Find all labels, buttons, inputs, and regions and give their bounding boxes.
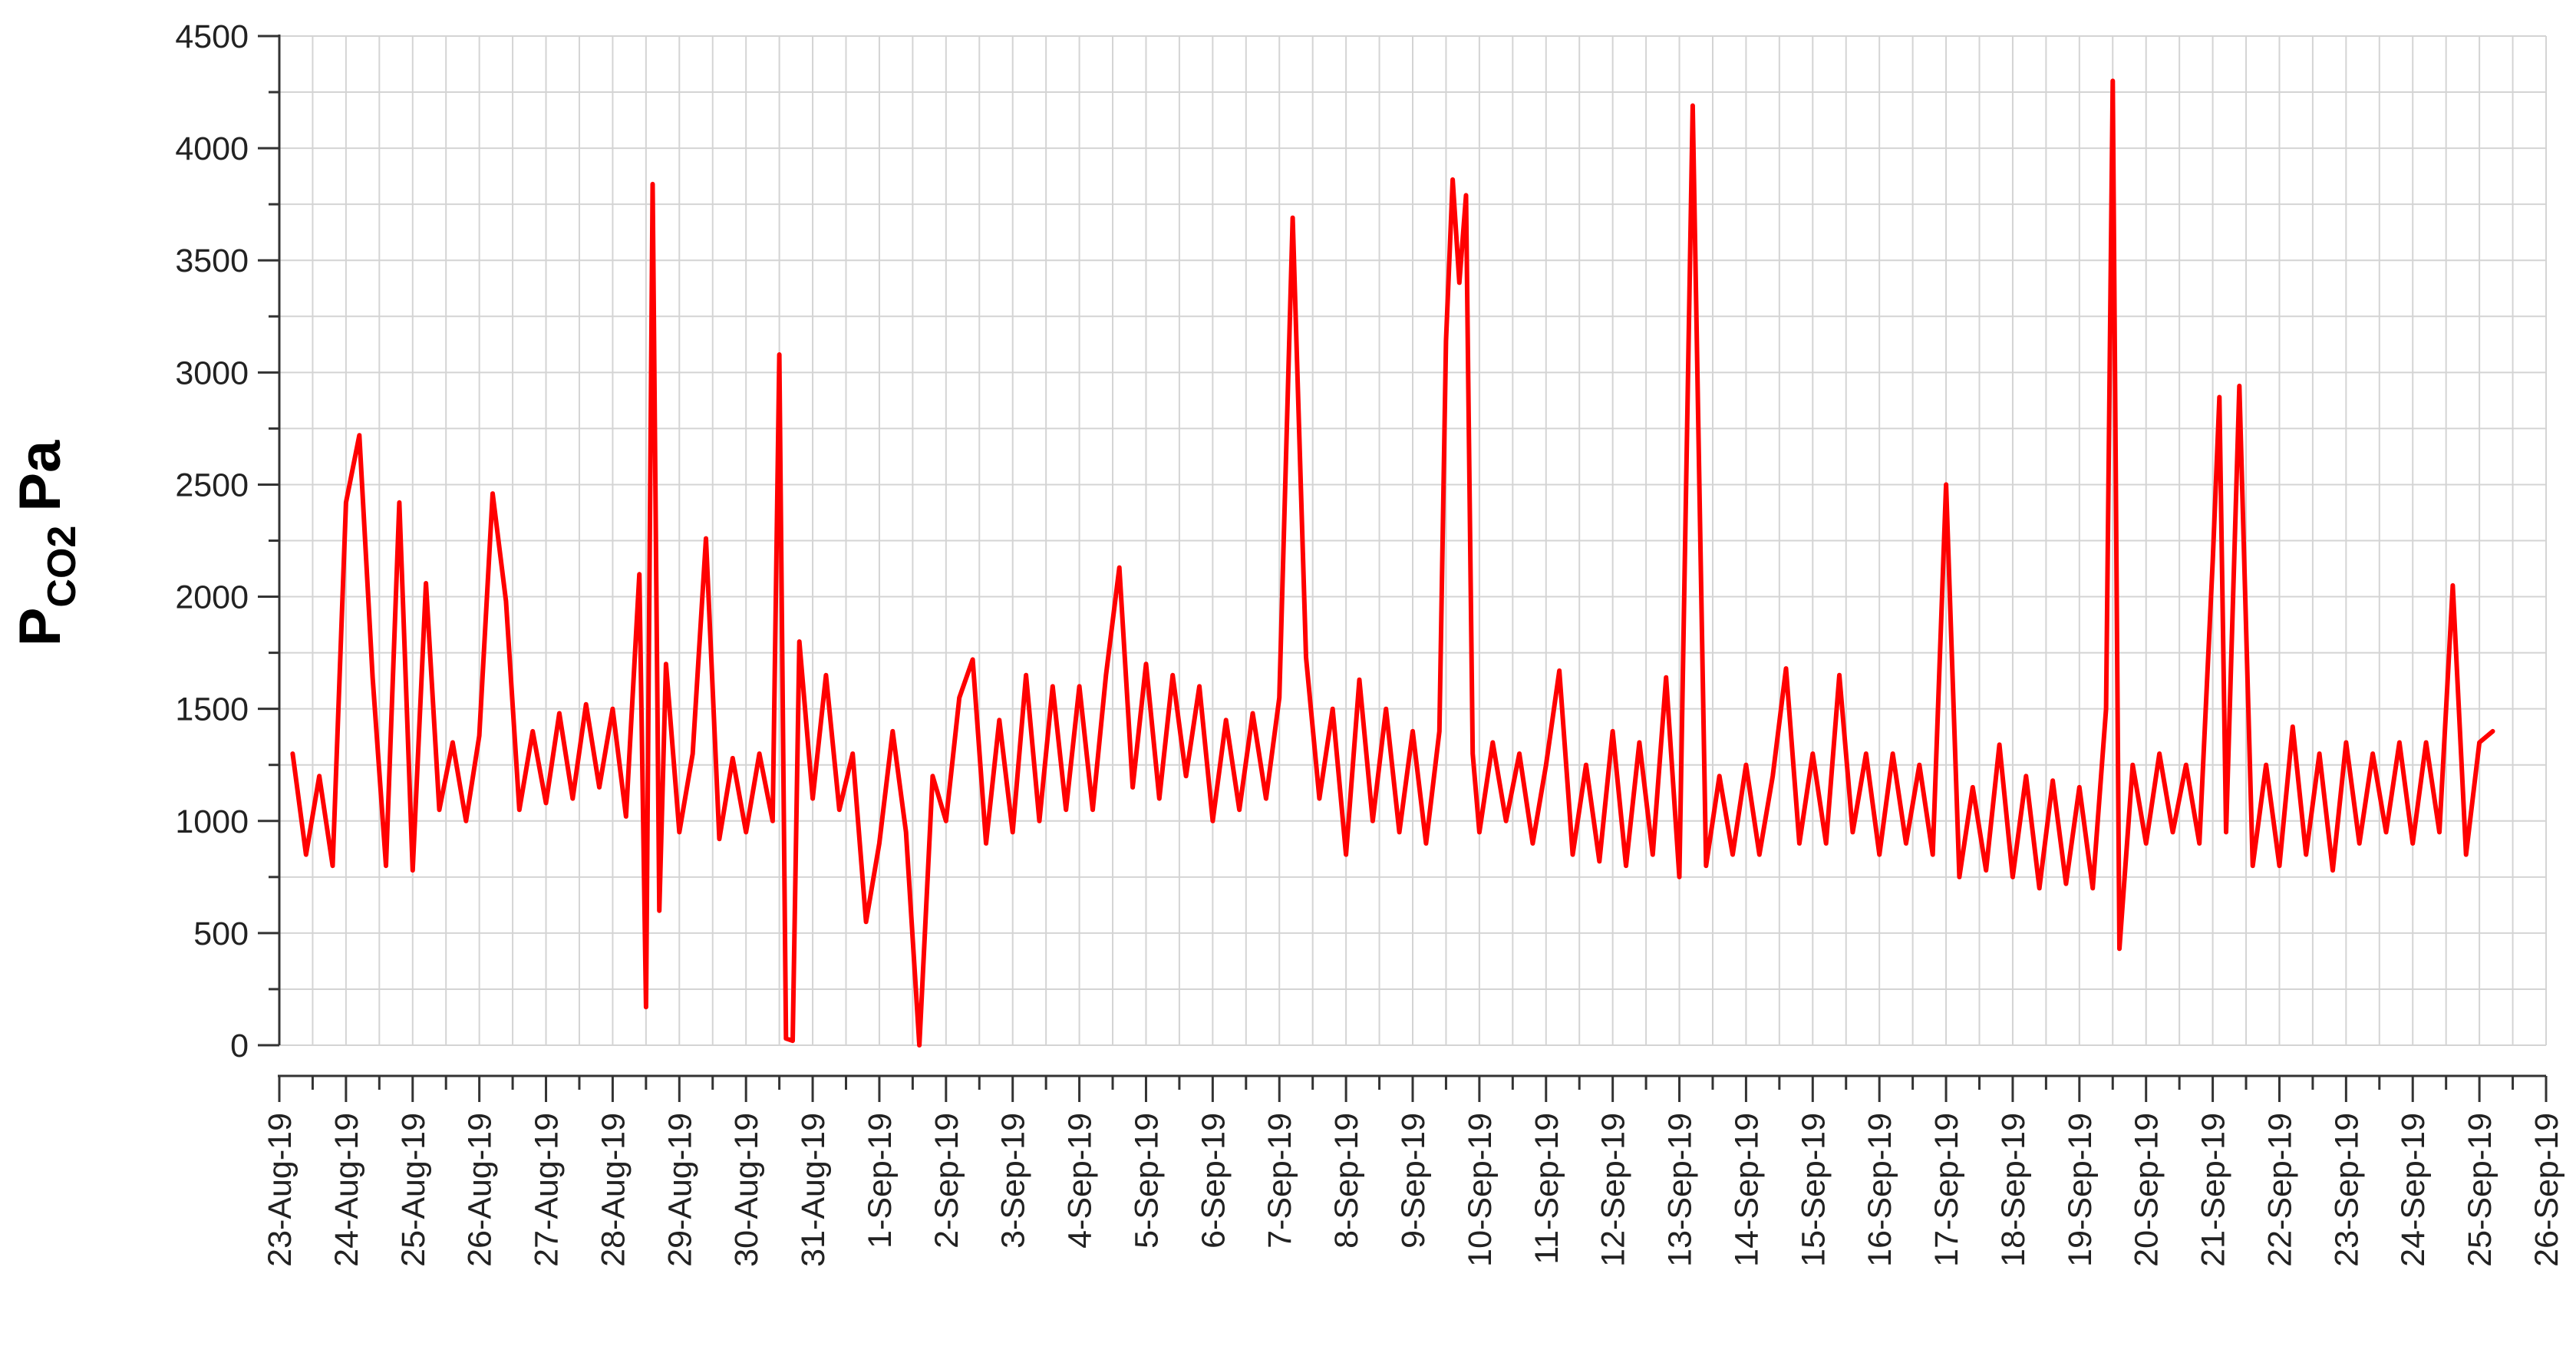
x-tick-label: 10-Sep-19 xyxy=(1462,1113,1499,1267)
x-tick-label: 11-Sep-19 xyxy=(1529,1113,1565,1265)
x-tick-label: 6-Sep-19 xyxy=(1195,1113,1232,1249)
y-tick-label: 1500 xyxy=(175,691,249,728)
x-tick-label: 24-Sep-19 xyxy=(2395,1113,2432,1267)
x-tick-label: 24-Aug-19 xyxy=(328,1113,365,1267)
x-tick-label: 29-Aug-19 xyxy=(661,1113,698,1267)
x-tick-label: 1-Sep-19 xyxy=(862,1113,899,1249)
y-tick-label: 2500 xyxy=(175,467,249,503)
x-tick-label: 12-Sep-19 xyxy=(1595,1113,1632,1267)
x-tick-label: 3-Sep-19 xyxy=(995,1113,1032,1249)
y-tick-label: 0 xyxy=(230,1028,249,1064)
x-tick-label: 13-Sep-19 xyxy=(1662,1113,1699,1267)
x-tick-label: 30-Aug-19 xyxy=(728,1113,765,1267)
y-axis-title: PCO2 Pa xyxy=(8,440,84,646)
x-tick-label: 7-Sep-19 xyxy=(1262,1113,1298,1249)
y-tick-label: 1000 xyxy=(175,803,249,840)
x-tick-label: 2-Sep-19 xyxy=(928,1113,965,1249)
x-tick-label: 14-Sep-19 xyxy=(1728,1113,1765,1267)
x-tick-label: 19-Sep-19 xyxy=(2062,1113,2099,1267)
x-tick-label: 23-Aug-19 xyxy=(262,1113,298,1267)
x-tick-label: 22-Sep-19 xyxy=(2261,1113,2298,1267)
x-tick-label: 5-Sep-19 xyxy=(1128,1113,1165,1249)
x-tick-label: 4-Sep-19 xyxy=(1062,1113,1099,1249)
x-tick-label: 8-Sep-19 xyxy=(1328,1113,1365,1249)
x-tick-label: 16-Sep-19 xyxy=(1862,1113,1898,1267)
y-tick-label: 4000 xyxy=(175,130,249,167)
x-tick-label: 23-Sep-19 xyxy=(2328,1113,2365,1267)
y-tick-label: 3000 xyxy=(175,355,249,391)
data-line xyxy=(290,78,2495,1048)
x-tick-label: 31-Aug-19 xyxy=(795,1113,832,1267)
x-tick-label: 15-Sep-19 xyxy=(1795,1113,1832,1267)
y-tick-label: 500 xyxy=(193,916,249,952)
y-tick-label: 4500 xyxy=(175,18,249,55)
x-tick-label: 20-Sep-19 xyxy=(2129,1113,2165,1267)
x-tick-label: 28-Aug-19 xyxy=(595,1113,632,1267)
y-tick-label: 3500 xyxy=(175,243,249,279)
x-tick-label: 9-Sep-19 xyxy=(1395,1113,1432,1249)
x-tick-label: 26-Aug-19 xyxy=(462,1113,499,1267)
x-tick-label: 25-Aug-19 xyxy=(395,1113,432,1267)
y-title-subscript: CO2 xyxy=(40,526,84,608)
y-tick-label: 2000 xyxy=(175,579,249,616)
y-title-main: P xyxy=(8,608,73,647)
x-tick-label: 27-Aug-19 xyxy=(529,1113,566,1267)
y-title-unit: Pa xyxy=(8,440,73,512)
x-tick-label: 26-Sep-19 xyxy=(2528,1113,2565,1267)
x-tick-label: 25-Sep-19 xyxy=(2462,1113,2498,1267)
x-tick-label: 18-Sep-19 xyxy=(1995,1113,2032,1267)
x-tick-label: 21-Sep-19 xyxy=(2195,1113,2232,1267)
x-tick-label: 17-Sep-19 xyxy=(1928,1113,1965,1267)
